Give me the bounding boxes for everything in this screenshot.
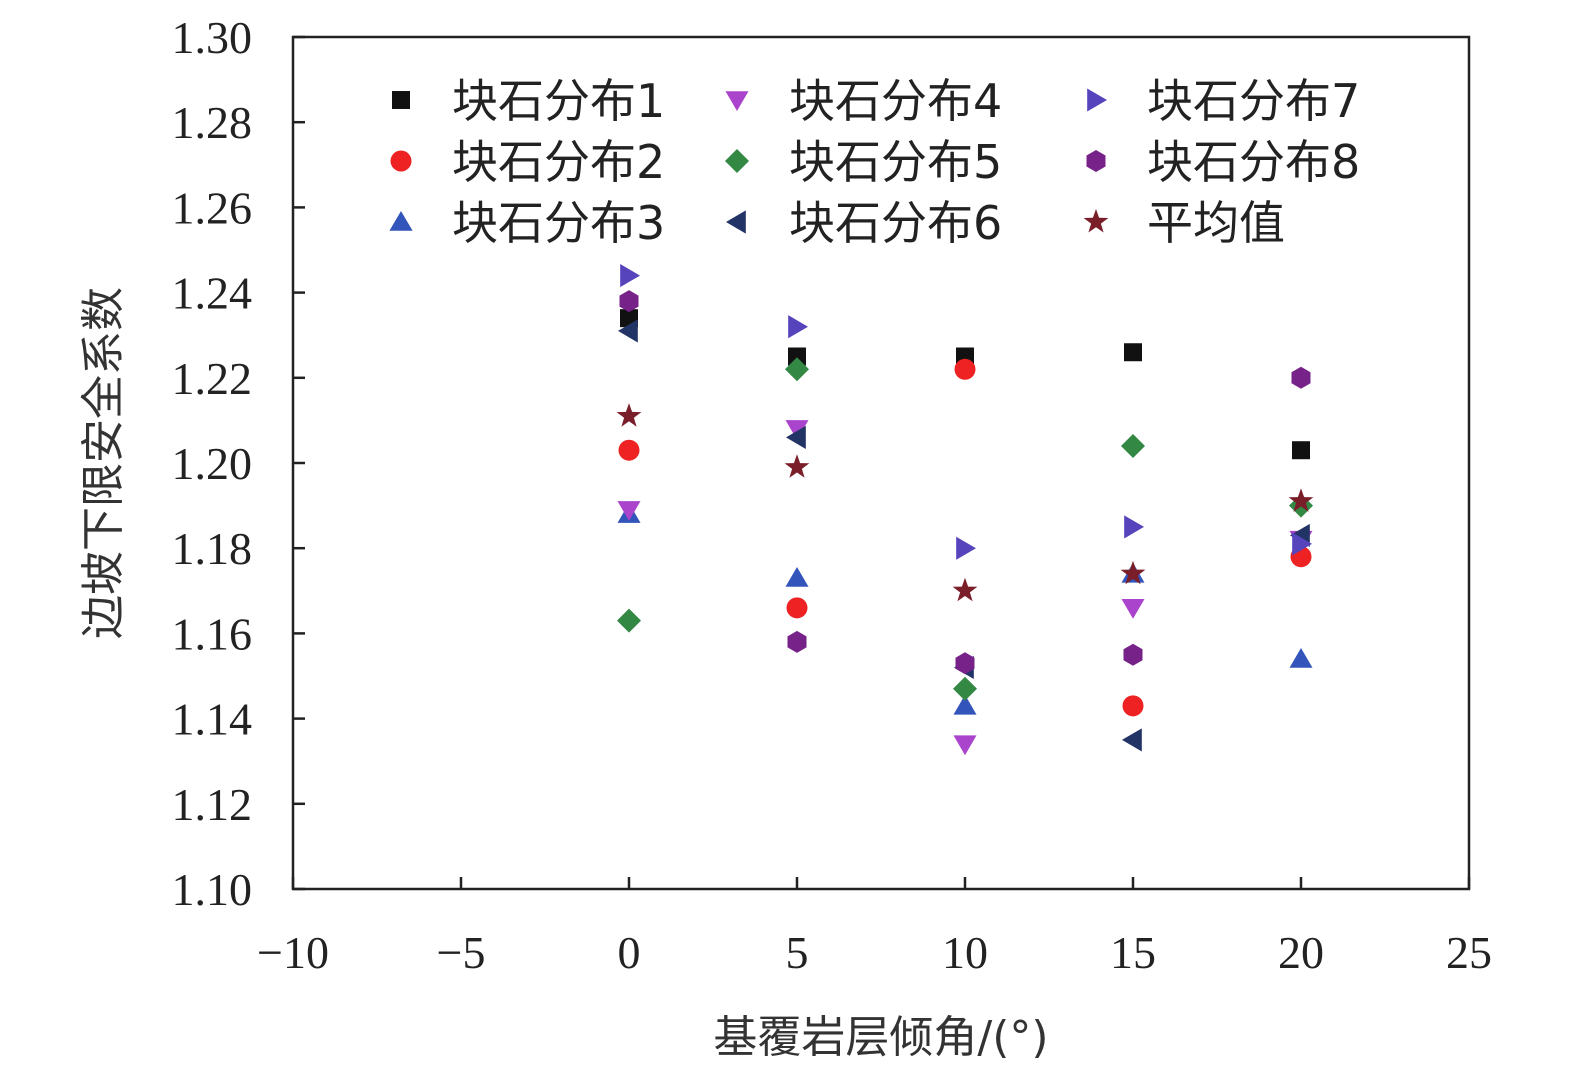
series-9 <box>616 403 1314 602</box>
y-axis-title: 边坡下限安全系数 <box>78 287 129 639</box>
y-axis-ticks: 1.10 1.12 1.14 1.16 1.18 1.20 1.22 1.24 1.26 1.28… <box>172 12 305 915</box>
legend: 块石分布1 块石分布2 块石分布3 块石分布4 块石分布5 块石分布6 块石分布7 块石分布8… <box>389 74 1360 250</box>
x-tick-label: −5 <box>437 927 486 978</box>
data-point <box>954 358 976 380</box>
x-tick-label: −10 <box>257 927 329 978</box>
legend-label: 块石分布6 <box>789 196 1002 250</box>
series-5 <box>617 357 1313 701</box>
data-point <box>956 536 976 560</box>
data-point <box>616 403 642 427</box>
data-point <box>1124 343 1142 362</box>
legend-label: 块石分布2 <box>452 135 665 189</box>
legend-label: 平均值 <box>1147 196 1285 250</box>
y-tick-label: 1.14 <box>172 694 253 745</box>
data-point <box>786 597 808 619</box>
data-point <box>619 290 639 313</box>
data-point <box>1288 488 1314 512</box>
x-tick-label: 15 <box>1110 927 1156 978</box>
data-point <box>785 420 809 440</box>
legend-item: 块石分布3 <box>389 196 665 250</box>
legend-marker <box>1087 88 1107 112</box>
legend-marker <box>392 91 410 109</box>
data-point <box>953 676 977 701</box>
legend-item: 块石分布4 <box>725 74 1002 128</box>
data-point <box>618 319 638 343</box>
x-tick-label: 0 <box>618 927 641 978</box>
x-tick-label: 10 <box>942 927 988 978</box>
data-point <box>788 315 808 339</box>
data-point <box>617 608 641 633</box>
data-point <box>955 652 975 675</box>
x-tick-label: 25 <box>1446 927 1492 978</box>
data-point <box>953 694 977 715</box>
data-point <box>787 630 807 653</box>
y-tick-label: 1.16 <box>172 608 253 659</box>
data-point <box>618 439 640 461</box>
legend-marker <box>1083 209 1109 233</box>
legend-item: 块石分布1 <box>392 74 665 128</box>
x-axis-title: 基覆岩层倾角/(°) <box>713 1012 1048 1063</box>
data-point <box>620 264 640 288</box>
legend-item: 平均值 <box>1083 196 1285 250</box>
legend-item: 块石分布8 <box>1086 135 1360 189</box>
data-point <box>1292 532 1312 556</box>
data-point <box>786 425 806 449</box>
series-1 <box>620 309 1310 460</box>
data-point <box>617 501 641 521</box>
legend-label: 块石分布1 <box>452 74 665 128</box>
data-point <box>952 577 978 602</box>
y-tick-label: 1.24 <box>172 268 253 319</box>
data-point <box>785 357 809 382</box>
legend-marker <box>390 150 412 172</box>
legend-item: 块石分布7 <box>1087 74 1360 128</box>
legend-marker <box>725 91 749 111</box>
data-point <box>1291 366 1311 389</box>
legend-label: 块石分布5 <box>789 135 1002 189</box>
y-tick-label: 1.12 <box>172 779 253 830</box>
x-tick-label: 20 <box>1278 927 1324 978</box>
y-tick-label: 1.22 <box>172 353 253 404</box>
data-point <box>785 567 809 587</box>
x-axis-ticks: −10 −5 0 5 10 15 20 25 <box>257 877 1492 978</box>
legend-label: 块石分布7 <box>1147 74 1360 128</box>
legend-label: 块石分布4 <box>789 74 1002 128</box>
data-point <box>1122 728 1142 752</box>
data-point <box>1123 643 1143 666</box>
data-point <box>788 347 806 366</box>
legend-label: 块石分布3 <box>452 196 665 250</box>
data-point <box>1292 441 1310 460</box>
legend-marker <box>725 149 749 173</box>
data-point <box>1120 560 1146 585</box>
data-point <box>1121 434 1145 458</box>
legend-marker <box>389 211 413 231</box>
legend-item: 块石分布5 <box>725 135 1002 189</box>
y-tick-label: 1.30 <box>172 12 253 63</box>
data-point <box>784 454 810 478</box>
legend-marker <box>1086 150 1106 172</box>
y-tick-label: 1.26 <box>172 182 253 233</box>
y-tick-label: 1.20 <box>172 438 253 489</box>
data-point <box>1124 515 1144 539</box>
data-point <box>953 735 977 756</box>
data-points <box>616 264 1314 756</box>
data-point <box>1122 695 1144 717</box>
y-tick-label: 1.10 <box>172 864 253 915</box>
series-8 <box>619 290 1311 675</box>
y-tick-label: 1.18 <box>172 523 253 574</box>
legend-item: 块石分布6 <box>726 196 1002 250</box>
y-tick-label: 1.28 <box>172 97 253 148</box>
x-tick-label: 5 <box>786 927 809 978</box>
legend-marker <box>726 210 746 234</box>
legend-label: 块石分布8 <box>1147 135 1360 189</box>
data-point <box>1289 648 1313 668</box>
data-point <box>1121 599 1145 619</box>
legend-item: 块石分布2 <box>390 135 665 189</box>
series-7 <box>620 264 1312 560</box>
